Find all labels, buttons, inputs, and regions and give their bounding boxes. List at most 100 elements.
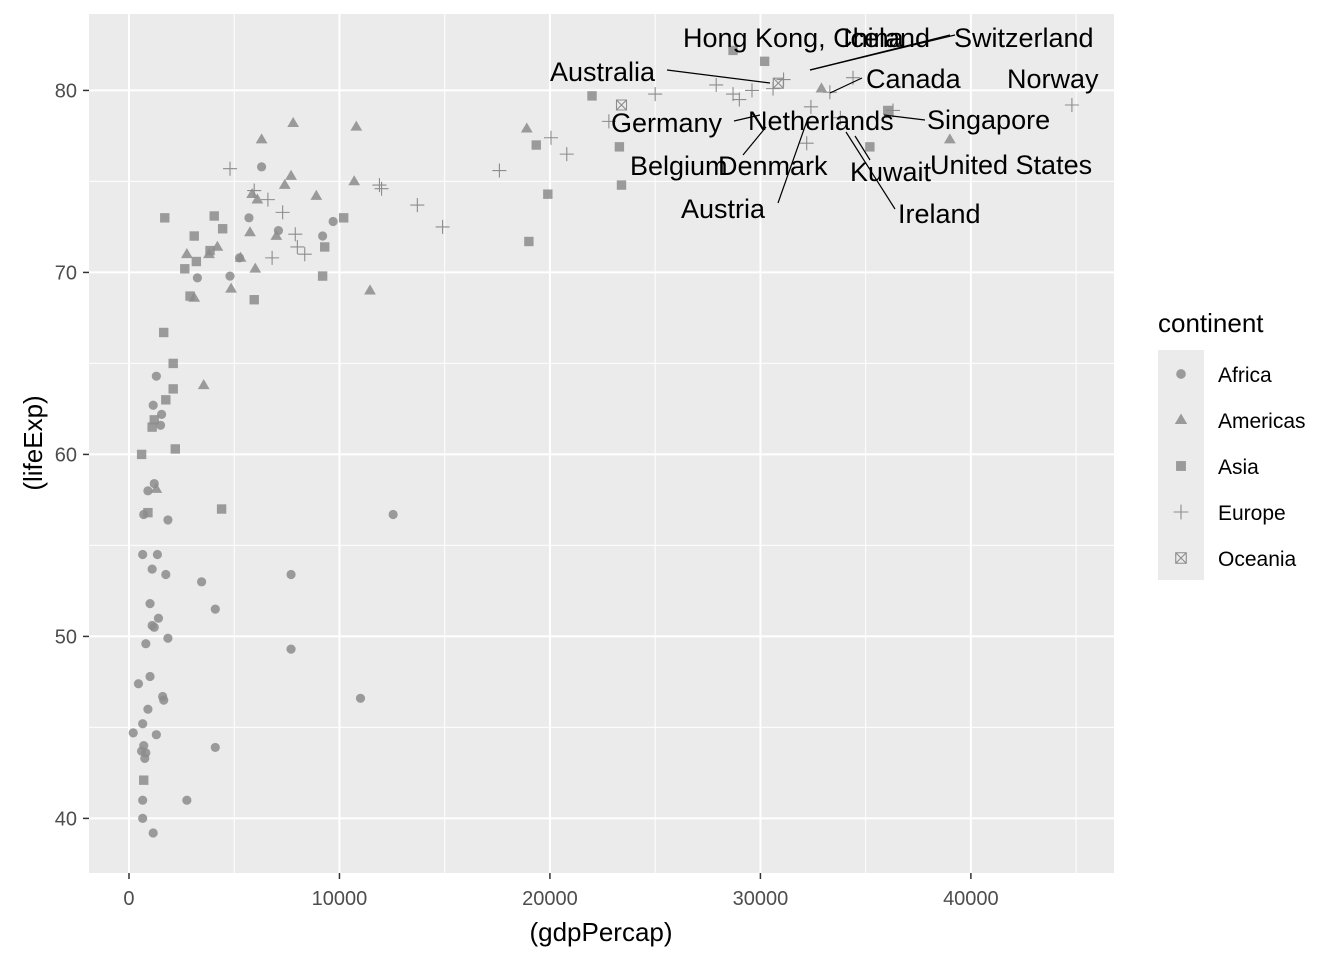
point-asia xyxy=(216,504,227,514)
annotation-label: Germany xyxy=(611,108,723,138)
legend-key-africa xyxy=(1176,369,1186,379)
leader-line xyxy=(829,77,863,94)
point-europe xyxy=(648,87,663,102)
point-asia xyxy=(185,291,195,301)
point-asia xyxy=(543,189,553,199)
annotation-label: Australia xyxy=(550,57,656,87)
annotation-label: Canada xyxy=(866,64,962,94)
point-africa xyxy=(147,564,157,574)
leader-line xyxy=(742,126,767,156)
point-americas xyxy=(287,116,300,128)
point-africa xyxy=(148,400,158,410)
point-europe xyxy=(1064,97,1079,112)
leader-line xyxy=(883,114,926,121)
x-axis-ticks: 0 10000 20000 30000 40000 xyxy=(123,873,999,910)
point-europe xyxy=(260,192,275,207)
point-europe xyxy=(709,77,724,92)
annotation-label: Denmark xyxy=(718,151,828,181)
grid-major xyxy=(89,14,1114,873)
annotation-leader-lines xyxy=(666,34,956,210)
x-tick-label: 20000 xyxy=(522,888,578,910)
point-europe xyxy=(290,239,305,254)
point-africa xyxy=(161,569,171,580)
point-europe xyxy=(265,250,280,265)
x-tick-label: 30000 xyxy=(733,888,789,910)
annotation-label: Iceland xyxy=(843,23,930,53)
point-africa xyxy=(256,162,267,172)
y-tick-label: 60 xyxy=(55,444,77,466)
annotation-label: Kuwait xyxy=(850,157,932,187)
point-africa xyxy=(143,704,153,714)
legend-title: continent xyxy=(1158,308,1264,338)
leader-line xyxy=(809,34,956,71)
point-africa xyxy=(138,813,148,824)
point-asia xyxy=(168,384,178,394)
point-africa xyxy=(141,748,151,758)
y-tick-label: 80 xyxy=(55,80,77,102)
annotation-label: United States xyxy=(930,150,1092,180)
point-africa xyxy=(151,371,161,381)
point-europe xyxy=(492,163,507,178)
point-africa xyxy=(182,795,192,805)
point-africa xyxy=(286,569,296,580)
point-africa xyxy=(210,742,220,753)
leader-line xyxy=(666,69,771,84)
point-asia xyxy=(180,264,190,274)
x-tick-label: 40000 xyxy=(943,888,999,910)
legend-key-oceania xyxy=(1175,552,1187,564)
point-asia xyxy=(338,213,349,223)
point-africa xyxy=(355,693,366,703)
legend-entries: Africa Americas Asia Europe Oceania xyxy=(1173,364,1306,571)
point-africa xyxy=(138,549,148,560)
point-europe xyxy=(297,247,312,262)
annotation-label: Norway xyxy=(1007,64,1099,94)
point-africa xyxy=(143,486,153,496)
point-americas xyxy=(364,284,376,295)
point-africa xyxy=(138,795,148,805)
legend: continent Africa Americas Asia Europe Oceani… xyxy=(1158,308,1306,580)
annotation-label: Netherlands xyxy=(748,106,894,136)
annotation-label: Ireland xyxy=(898,199,981,229)
legend-label: Europe xyxy=(1218,502,1286,525)
point-asia xyxy=(587,91,597,101)
point-americas xyxy=(249,262,262,273)
point-africa xyxy=(159,695,169,705)
point-asia xyxy=(616,180,627,190)
leader-line xyxy=(845,131,896,210)
x-tick-label: 10000 xyxy=(312,888,368,910)
point-americas xyxy=(943,133,956,144)
x-tick-label: 0 xyxy=(123,888,134,910)
point-americas xyxy=(350,120,363,131)
point-europe xyxy=(799,136,814,151)
point-europe xyxy=(601,114,616,129)
y-tick-label: 70 xyxy=(55,262,77,284)
point-africa xyxy=(286,644,296,654)
point-asia xyxy=(161,395,171,405)
point-africa xyxy=(197,577,207,587)
point-africa xyxy=(148,828,158,838)
point-africa xyxy=(141,639,151,649)
point-africa xyxy=(152,549,163,560)
point-africa xyxy=(145,671,155,682)
point-asia xyxy=(170,444,180,454)
point-europe xyxy=(288,227,303,242)
point-africa xyxy=(145,599,155,609)
point-asia xyxy=(209,211,219,221)
point-europe xyxy=(275,205,290,220)
point-africa xyxy=(153,613,164,623)
annotation-label: Singapore xyxy=(927,105,1050,135)
point-oceania xyxy=(772,77,784,89)
annotation-label: Belgium xyxy=(630,151,728,181)
point-asia xyxy=(139,775,149,785)
annotation-label: Switzerland xyxy=(954,23,1094,53)
y-tick-label: 40 xyxy=(55,808,77,830)
point-americas xyxy=(234,251,247,262)
point-americas xyxy=(520,122,533,133)
point-americas xyxy=(225,282,237,293)
point-africa xyxy=(388,509,398,520)
point-asia xyxy=(149,415,159,425)
leader-line xyxy=(733,114,761,122)
point-asia xyxy=(531,140,541,150)
point-asia xyxy=(217,224,228,234)
point-africa xyxy=(138,719,148,729)
